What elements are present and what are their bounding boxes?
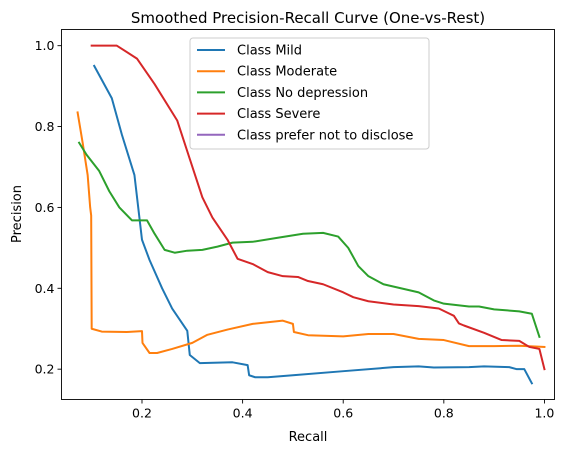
y-tick-label: 0.8	[35, 119, 55, 134]
chart-title: Smoothed Precision-Recall Curve (One-vs-…	[131, 9, 485, 27]
legend: Class Mild Class Moderate Class No depress…	[189, 37, 430, 150]
legend-label: Class Mild	[237, 44, 302, 59]
legend-label: Class Severe	[237, 107, 320, 122]
x-tick-label: 0.2	[132, 406, 152, 421]
series-line-2	[77, 141, 541, 339]
x-tick-label: 0.8	[434, 406, 454, 421]
y-tick-label: 0.6	[35, 200, 55, 215]
x-tick-label: 0.6	[333, 406, 353, 421]
series-line-0	[92, 64, 534, 385]
legend-label: Class Moderate	[237, 65, 337, 80]
x-axis-label: Recall	[289, 430, 328, 445]
series-layer	[76, 44, 546, 385]
y-axis-label: Precision	[10, 185, 25, 243]
x-tick-label: 0.4	[233, 406, 253, 421]
y-tick-label: 0.2	[35, 362, 55, 377]
series-line-3	[90, 44, 546, 371]
y-axis-ticks: 0.2 0.4 0.6 0.8 1.0	[35, 38, 62, 377]
x-axis-ticks: 0.2 0.4 0.6 0.8 1.0	[132, 399, 554, 421]
legend-label: Class No depression	[237, 86, 368, 101]
x-tick-label: 1.0	[534, 406, 554, 421]
legend-frame	[189, 37, 430, 150]
series-line-1	[76, 111, 546, 354]
y-tick-label: 0.4	[35, 281, 55, 296]
y-tick-label: 1.0	[35, 38, 55, 53]
legend-entries: Class Mild Class Moderate Class No depress…	[197, 44, 413, 143]
legend-label: Class prefer not to disclose	[237, 128, 413, 143]
plot-frame	[61, 29, 555, 400]
